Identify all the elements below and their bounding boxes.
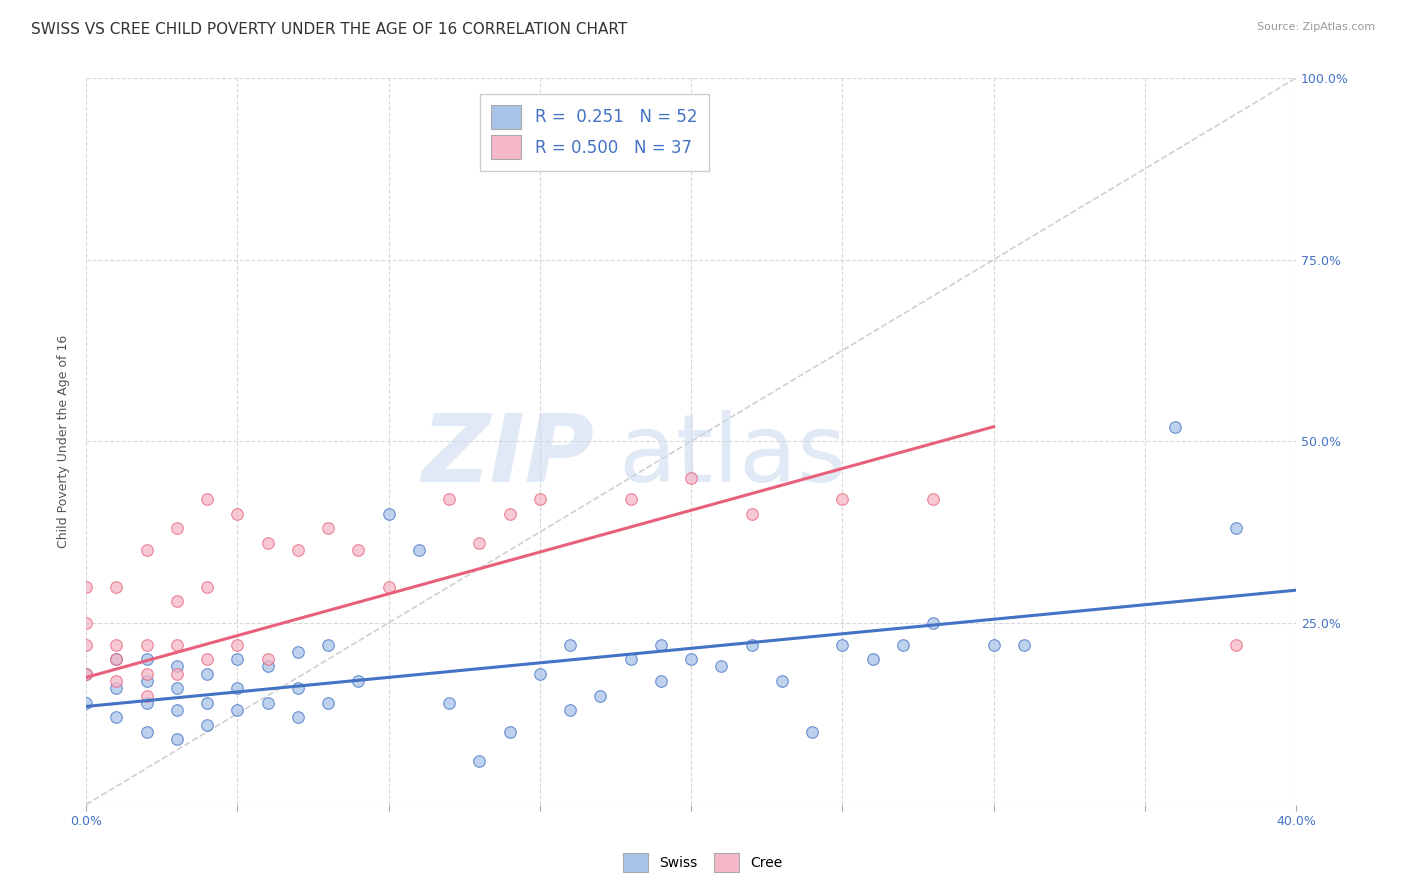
Point (105, 652, 128, 666)
Point (620, 652, 643, 666)
Point (558, 703, 581, 717)
Point (195, 717, 218, 731)
Point (408, 543, 430, 558)
Point (226, 652, 249, 666)
Legend: R =  0.251   N = 52, R = 0.500   N = 37: R = 0.251 N = 52, R = 0.500 N = 37 (479, 94, 709, 170)
Point (75, 638, 97, 652)
Point (529, 492, 551, 507)
Point (135, 724, 157, 739)
Point (105, 652, 128, 666)
Point (256, 536, 278, 550)
Point (256, 659, 278, 673)
Point (650, 638, 672, 652)
Point (75, 580, 97, 594)
Point (166, 703, 188, 717)
Point (437, 696, 460, 710)
Point (195, 666, 218, 681)
Point (1225, 638, 1247, 652)
Point (256, 652, 278, 666)
Point (105, 681, 128, 696)
Point (620, 492, 643, 507)
Point (135, 652, 157, 666)
Point (135, 673, 157, 688)
Point (166, 659, 188, 673)
Point (741, 507, 763, 521)
Point (741, 638, 763, 652)
Point (801, 724, 824, 739)
Point (135, 696, 157, 710)
Point (287, 681, 309, 696)
Point (831, 492, 853, 507)
Point (287, 710, 309, 724)
Point (681, 470, 703, 484)
Point (558, 638, 581, 652)
Point (195, 652, 218, 666)
Point (105, 673, 128, 688)
Point (862, 652, 884, 666)
Point (498, 724, 520, 739)
Point (831, 638, 853, 652)
Point (195, 696, 218, 710)
Point (529, 666, 551, 681)
Point (105, 638, 128, 652)
Point (166, 666, 188, 681)
Point (316, 521, 339, 535)
Point (287, 543, 309, 558)
Point (1164, 419, 1187, 434)
Point (347, 673, 370, 688)
Point (316, 696, 339, 710)
Point (226, 703, 249, 717)
Point (226, 681, 249, 696)
Point (75, 666, 97, 681)
Text: ZIP: ZIP (422, 409, 595, 502)
Point (347, 543, 370, 558)
Point (377, 580, 399, 594)
Point (166, 681, 188, 696)
Point (135, 543, 157, 558)
Point (316, 638, 339, 652)
Point (650, 673, 672, 688)
Point (1225, 521, 1247, 535)
Point (75, 615, 97, 630)
Point (105, 710, 128, 724)
Point (437, 492, 460, 507)
Text: Source: ZipAtlas.com: Source: ZipAtlas.com (1257, 22, 1375, 32)
Point (166, 594, 188, 608)
Point (135, 689, 157, 703)
Point (468, 536, 491, 550)
Point (166, 521, 188, 535)
Point (195, 492, 218, 507)
Point (105, 580, 128, 594)
Point (377, 507, 399, 521)
Point (166, 732, 188, 747)
Point (75, 666, 97, 681)
Point (710, 659, 733, 673)
Point (498, 507, 520, 521)
Point (891, 638, 914, 652)
Legend: Swiss, Cree: Swiss, Cree (617, 847, 789, 878)
Point (770, 673, 793, 688)
Point (226, 638, 249, 652)
Point (75, 696, 97, 710)
Point (681, 652, 703, 666)
Point (135, 638, 157, 652)
Point (1012, 638, 1035, 652)
Point (287, 645, 309, 659)
Point (135, 666, 157, 681)
Text: atlas: atlas (619, 409, 846, 502)
Point (166, 638, 188, 652)
Point (195, 580, 218, 594)
Point (922, 492, 945, 507)
Point (256, 696, 278, 710)
Point (983, 638, 1005, 652)
Point (922, 615, 945, 630)
Point (226, 507, 249, 521)
Y-axis label: Child Poverty Under the Age of 16: Child Poverty Under the Age of 16 (58, 334, 70, 548)
Point (468, 754, 491, 768)
Text: SWISS VS CREE CHILD POVERTY UNDER THE AGE OF 16 CORRELATION CHART: SWISS VS CREE CHILD POVERTY UNDER THE AG… (31, 22, 627, 37)
Point (589, 689, 612, 703)
